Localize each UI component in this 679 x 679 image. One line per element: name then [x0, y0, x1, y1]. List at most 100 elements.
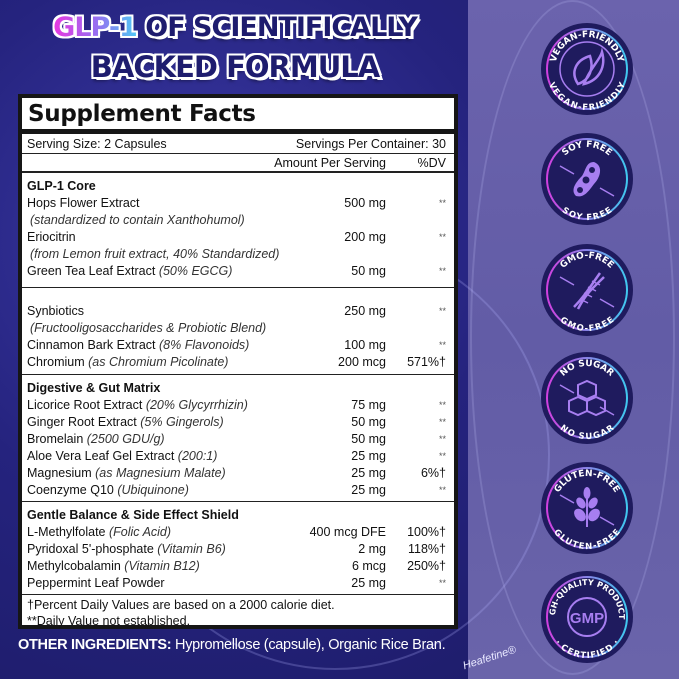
gmp-text: GMP [570, 610, 604, 627]
ingredient-name: Eriocitrin [27, 229, 76, 244]
ingredient-amount: 25 mg [351, 448, 386, 463]
label-title: Supplement Facts [22, 98, 454, 134]
ingredient-note: (2500 GDU/g) [86, 431, 165, 446]
ingredient-row: Green Tea Leaf Extract (50% EGCG) 50 mg ** [22, 262, 454, 279]
badge-gmp-seal: GMP HIGH-QUALITY PRODUCTS · CERTIFIED · [537, 563, 634, 664]
ingredient-row: Methylcobalamin (Vitamin B12) 6 mcg 250%† [22, 557, 454, 574]
ingredient-row: Coenzyme Q10 (Ubiquinone) 25 mg ** [22, 481, 454, 498]
ingredient-row: Licorice Root Extract (20% Glycyrrhizin)… [22, 396, 454, 413]
ingredient-name: Coenzyme Q10 [27, 482, 114, 497]
sugar-cubes-icon [568, 379, 606, 417]
other-ingredients-label: OTHER INGREDIENTS: [18, 637, 172, 653]
ingredient-dv: 250%† [407, 558, 446, 573]
ingredient-row: Hops Flower Extract 500 mg ** [22, 194, 454, 211]
ingredient-note: (50% EGCG) [158, 263, 233, 278]
footnote: **Daily Value not established. [27, 614, 191, 628]
supplement-facts-label: Supplement Facts Serving Size: 2 Capsule… [18, 94, 458, 629]
badge-sugar-cubes: NO SUGAR NO SUGAR [540, 351, 634, 445]
ingredient-name: Pyridoxal 5'-phosphate [27, 541, 154, 556]
dna-icon [573, 272, 605, 310]
other-ingredients-value: Hypromellose (capsule), Organic Rice Bra… [171, 637, 446, 653]
ingredient-amount: 200 mg [344, 229, 386, 244]
serving-size: Serving Size: 2 Capsules [27, 137, 167, 151]
ingredient-row: Bromelain (2500 GDU/g) 50 mg ** [22, 430, 454, 447]
ingredient-row: Eriocitrin 200 mg ** [22, 228, 454, 245]
ingredient-dv: ** [438, 197, 446, 208]
ingredient-section: Gentle Balance & Side Effect Shield L-Met… [22, 502, 454, 595]
ingredient-name: Ginger Root Extract [27, 414, 137, 429]
ingredient-row: Cinnamon Bark Extract (8% Flavonoids) 100… [22, 336, 454, 353]
ingredient-row: Synbiotics 250 mg ** [22, 302, 454, 319]
ingredient-amount: 6 mcg [351, 558, 386, 573]
ingredient-amount: 500 mg [344, 195, 386, 210]
ingredient-dv: 571%† [407, 354, 446, 369]
ingredient-amount: 400 mcg DFE [309, 524, 386, 539]
soybean-icon [573, 162, 601, 197]
ingredient-row: Magnesium (as Magnesium Malate) 25 mg 6%† [22, 464, 454, 481]
ingredient-name: Hops Flower Extract [27, 195, 140, 210]
ingredient-sections: GLP-1 Core Hops Flower Extract 500 mg ** (s… [22, 173, 454, 595]
headline-line-2: BACKED FORMULA [90, 50, 380, 84]
badge-dna: GMO-FREE GMO-FREE [540, 243, 634, 337]
ingredient-dv: ** [438, 416, 446, 427]
ingredient-name: Cinnamon Bark Extract [27, 337, 156, 352]
ingredient-section: Digestive & Gut Matrix Licorice Root Extr… [22, 375, 454, 502]
ingredient-dv: 100%† [407, 524, 446, 539]
leaf-icon [573, 47, 605, 86]
ingredient-name: Green Tea Leaf Extract [27, 263, 156, 278]
ingredient-amount: 25 mg [351, 575, 386, 590]
ingredient-section: GLP-1 Core Hops Flower Extract 500 mg ** (s… [22, 173, 454, 288]
ingredient-dv: ** [438, 484, 446, 495]
ingredient-name: L-Methylfolate [27, 524, 106, 539]
amount-header: Amount Per Serving [274, 155, 386, 170]
other-ingredients: OTHER INGREDIENTS: Hypromellose (capsule… [18, 637, 446, 653]
ingredient-dv: 6%† [420, 465, 446, 480]
badge-wheat: GLUTEN-FREE GLUTEN-FREE [540, 461, 634, 555]
gmp-seal-icon: GMP [567, 597, 607, 637]
ingredient-amount: 50 mg [351, 263, 386, 278]
ingredient-amount: 25 mg [351, 482, 386, 497]
ingredient-dv: ** [438, 577, 446, 588]
section-title: Digestive & Gut Matrix [27, 380, 161, 395]
ingredient-amount: 200 mcg [338, 354, 386, 369]
ingredient-amount: 50 mg [351, 431, 386, 446]
headline-text: OF SCIENTIFICALLY [145, 12, 418, 43]
ingredient-section: Synbiotics 250 mg ** (Fructooligosaccharid… [22, 288, 454, 375]
ingredient-dv: ** [438, 433, 446, 444]
ingredient-note: (Vitamin B6) [157, 541, 226, 556]
ingredient-name: Bromelain [27, 431, 84, 446]
ingredient-row: L-Methylfolate (Folic Acid) 400 mcg DFE 10… [22, 523, 454, 540]
ingredient-dv: ** [438, 265, 446, 276]
ingredient-dv: ** [438, 339, 446, 350]
ingredient-subnote: (from Lemon fruit extract, 40% Standardi… [30, 246, 280, 261]
column-header-row: Amount Per Serving %DV [22, 154, 454, 173]
ingredient-subnote: (Fructooligosaccharides & Probiotic Blen… [30, 320, 267, 335]
ingredient-note: (Folic Acid) [109, 524, 172, 539]
ingredient-row: Ginger Root Extract (5% Gingerols) 50 mg *… [22, 413, 454, 430]
ingredient-note: (8% Flavonoids) [159, 337, 250, 352]
ingredient-name: Licorice Root Extract [27, 397, 143, 412]
ingredient-note: (as Chromium Picolinate) [88, 354, 229, 369]
ingredient-note: (as Magnesium Malate) [95, 465, 226, 480]
ingredient-name: Synbiotics [27, 303, 84, 318]
ingredient-dv: ** [438, 450, 446, 461]
badge-leaf: VEGAN-FRIENDLY VEGAN-FRIENDLY [540, 22, 634, 116]
ingredient-amount: 75 mg [351, 397, 386, 412]
ingredient-dv: ** [438, 231, 446, 242]
ingredient-amount: 50 mg [351, 414, 386, 429]
ingredient-name: Methylcobalamin [27, 558, 121, 573]
ingredient-dv: 118%† [408, 541, 446, 556]
ingredient-row: Aloe Vera Leaf Gel Extract (200:1) 25 mg *… [22, 447, 454, 464]
headline-line-1: GLP-1 OF SCIENTIFICALLY [0, 12, 470, 43]
ingredient-note: (Ubiquinone) [117, 482, 189, 497]
ingredient-note: (20% Glycyrrhizin) [145, 397, 248, 412]
ingredient-name: Peppermint Leaf Powder [27, 575, 165, 590]
ingredient-row: Peppermint Leaf Powder 25 mg ** [22, 574, 454, 591]
section-title: Gentle Balance & Side Effect Shield [27, 507, 239, 522]
section-title: GLP-1 Core [27, 178, 96, 193]
footnote: †Percent Daily Values are based on a 200… [27, 598, 335, 612]
headline-accent: GLP-1 [53, 12, 138, 43]
badge-soybean: SOY FREE SOY FREE [540, 132, 634, 226]
ingredient-subnote: (standardized to contain Xanthohumol) [30, 212, 245, 227]
wheat-icon [574, 487, 600, 527]
